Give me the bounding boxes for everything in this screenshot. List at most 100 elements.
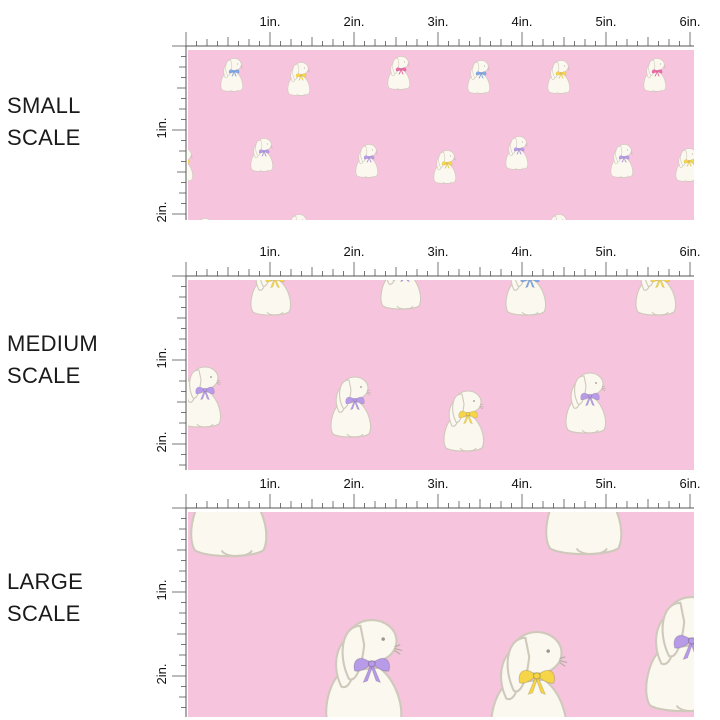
bow-icon [294,226,304,233]
ruler-inch-label: 5in. [596,476,617,491]
bunny-icon [199,218,211,237]
bunny-icon [565,372,607,434]
ruler-inch-label: 1in. [260,476,281,491]
bow-icon [353,657,391,684]
bow-icon [651,69,663,77]
ruler-side-label: 2in. [154,432,169,453]
bunny-pattern [188,56,694,237]
bow-icon [345,396,365,411]
fabric-swatch [188,50,694,220]
bow-icon [400,280,410,283]
bunny-icon [188,366,222,428]
bow-icon [295,73,307,81]
ruler-side-label: 2in. [154,664,169,685]
medium-scale-swatch: 1in. 2in. 3in. 4in. 5in. 6in. 1in. 2in. [154,244,701,470]
bow-icon [518,669,556,696]
ruler-side-label: 1in. [154,118,169,139]
bunny-icon [433,150,456,184]
bunny-icon [545,512,623,556]
ruler-inch-label: 4in. [512,14,533,29]
bunny-icon [250,138,273,172]
medium-scale-label-line1: MEDIUM [7,331,99,356]
large-scale-label-line2: SCALE [7,601,81,626]
bow-icon [683,159,694,167]
bunny-icon [547,60,570,94]
bow-icon [475,71,487,79]
bunny-icon [250,280,292,316]
bow-icon [200,230,210,237]
ruler-inch-label: 1in. [260,14,281,29]
ruler-inch-label: 4in. [512,244,533,259]
ruler-inch-label: 3in. [428,14,449,29]
bunny-icon [380,280,422,310]
bunny-icon [643,58,666,92]
ruler-inch-label: 5in. [596,244,617,259]
small-scale-label-line1: SMALL [7,93,81,118]
ruler-inch-label: 2in. [344,476,365,491]
ruler-inch-label: 3in. [428,476,449,491]
large-scale-label: LARGE SCALE [7,566,157,630]
bow-icon [458,410,478,425]
bunny-icon [550,214,567,233]
bunny-icon [188,149,193,182]
small-scale-panel: 1in. 2in. 3in. 4in. 5in. 6in. 1in. 2in. [154,0,720,235]
ruler-inch-label: 1in. [260,244,281,259]
bunny-icon [190,480,268,558]
bow-icon [188,159,190,164]
small-scale-swatch: 1in. 2in. 3in. 4in. 5in. 6in. 1in. 2in. [154,14,701,222]
bunny-pattern [190,480,694,717]
bow-icon [520,280,540,289]
bow-icon [673,634,694,661]
ruler-inch-label: 6in. [680,14,701,29]
bunny-icon [505,136,528,170]
ruler-inch-label: 5in. [596,14,617,29]
small-scale-label-line2: SCALE [7,125,81,150]
bunny-icon [467,60,490,94]
ruler-side-label: 1in. [154,580,169,601]
bunny-icon [675,148,694,182]
ruler-inch-label: 6in. [680,476,701,491]
bunny-icon [645,596,694,713]
bunny-icon [505,280,547,316]
ruler-side-label: 1in. [154,348,169,369]
medium-scale-label: MEDIUM SCALE [7,328,157,392]
medium-scale-panel: 1in. 2in. 3in. 4in. 5in. 6in. 1in. 2in. [154,240,720,475]
bunny-icon [635,280,677,316]
bunny-icon [220,58,243,92]
bunny-icon [443,390,485,452]
bow-icon [554,226,564,233]
bow-icon [258,149,270,157]
small-scale-label: SMALL SCALE [7,90,157,154]
large-scale-panel: 1in. 2in. 3in. 4in. 5in. 6in. 1in. 2in. [154,476,720,720]
bow-icon [395,67,407,75]
bow-icon [363,155,375,163]
large-scale-label-line1: LARGE [7,569,84,594]
ruler-inch-label: 4in. [512,476,533,491]
bunny-icon [290,214,307,233]
bunny-icon [355,144,378,178]
bow-icon [650,280,670,289]
bow-icon [228,69,240,77]
medium-scale-label-line2: SCALE [7,363,81,388]
bow-icon [618,155,630,163]
bow-icon [513,147,525,155]
ruler-inch-label: 2in. [344,14,365,29]
bunny-pattern [188,280,677,452]
bunny-icon [490,631,568,717]
bunny-icon [325,619,403,717]
ruler-side-label: 2in. [154,202,169,223]
bow-icon [555,71,567,79]
bunny-icon [387,56,410,90]
ruler-inch-label: 2in. [344,244,365,259]
bow-icon [195,386,215,401]
large-scale-swatch: 1in. 2in. 3in. 4in. 5in. 6in. 1in. 2in. [154,476,701,717]
bunny-icon [330,376,372,438]
ruler-inch-label: 3in. [428,244,449,259]
bow-icon [580,392,600,407]
bunny-icon [610,144,633,178]
bunny-icon [287,62,310,96]
bow-icon [265,280,285,289]
bow-icon [441,161,453,169]
ruler-inch-label: 6in. [680,244,701,259]
bow-icon [219,480,254,504]
